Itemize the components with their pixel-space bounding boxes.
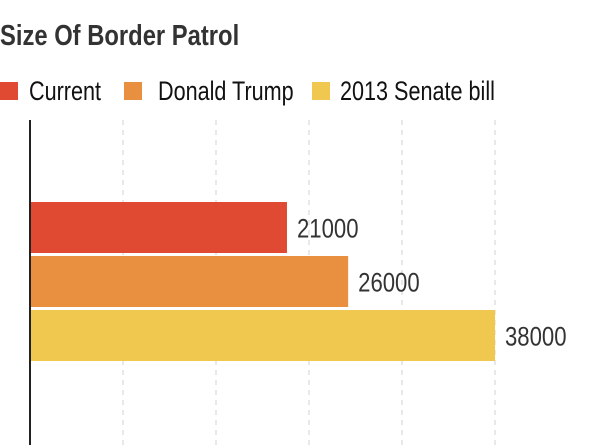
bar-2013-senate-bill: [30, 310, 495, 361]
legend-swatch: [124, 82, 142, 100]
legend-swatch: [312, 82, 330, 100]
legend-label: Current: [29, 75, 102, 106]
bar-current: [30, 202, 287, 253]
data-label: 21000: [297, 215, 359, 245]
bar-donald-trump: [30, 256, 349, 307]
legend-item-donald-trump: Donald Trump: [124, 76, 328, 106]
legend-item-current: Current: [0, 76, 119, 106]
legend-swatch: [0, 82, 18, 100]
legend-item-2013-senate-bill: 2013 Senate bill: [312, 76, 534, 106]
data-label: 38000: [505, 323, 567, 353]
legend-label: Donald Trump: [158, 75, 294, 106]
chart-title: Size Of Border Patrol: [0, 20, 240, 52]
data-label: 26000: [358, 269, 420, 299]
legend-label: 2013 Senate bill: [340, 75, 495, 106]
